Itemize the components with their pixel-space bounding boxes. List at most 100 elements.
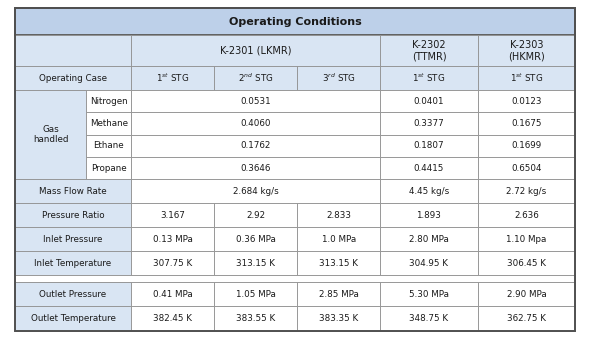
Text: Inlet Pressure: Inlet Pressure <box>43 235 103 244</box>
Text: 0.1762: 0.1762 <box>241 141 271 150</box>
Text: 0.36 MPa: 0.36 MPa <box>236 235 276 244</box>
Bar <box>15 306 132 331</box>
Text: 0.1699: 0.1699 <box>512 141 542 150</box>
Text: Ethane: Ethane <box>94 141 124 150</box>
Text: K-2303
(HKMR): K-2303 (HKMR) <box>508 40 545 61</box>
Text: 2.90 MPa: 2.90 MPa <box>507 290 546 299</box>
Bar <box>478 66 575 90</box>
Bar <box>132 227 214 251</box>
Text: 0.41 MPa: 0.41 MPa <box>153 290 193 299</box>
Bar <box>87 113 132 135</box>
Text: 0.1675: 0.1675 <box>512 119 542 128</box>
Text: K-2302
(TTMR): K-2302 (TTMR) <box>412 40 446 61</box>
Text: 0.13 MPa: 0.13 MPa <box>153 235 193 244</box>
Text: 0.4060: 0.4060 <box>241 119 271 128</box>
Bar <box>132 90 380 113</box>
Bar <box>380 90 478 113</box>
Bar <box>478 113 575 135</box>
Bar <box>297 66 380 90</box>
Text: 1$^{st}$ STG: 1$^{st}$ STG <box>156 72 189 84</box>
Text: 313.15 K: 313.15 K <box>319 259 358 268</box>
Bar <box>297 203 380 227</box>
Text: 383.35 K: 383.35 K <box>319 314 358 323</box>
Text: Inlet Temperature: Inlet Temperature <box>34 259 112 268</box>
Text: 2.80 MPa: 2.80 MPa <box>409 235 449 244</box>
Bar <box>87 135 132 157</box>
Bar <box>214 282 297 306</box>
Bar <box>132 306 214 331</box>
Text: 2.85 MPa: 2.85 MPa <box>319 290 359 299</box>
Text: Pressure Ratio: Pressure Ratio <box>42 211 104 220</box>
Text: K-2301 (LKMR): K-2301 (LKMR) <box>220 45 291 56</box>
Text: 1$^{st}$ STG: 1$^{st}$ STG <box>510 72 543 84</box>
Bar <box>478 306 575 331</box>
Bar <box>87 90 132 113</box>
Text: 1.10 Mpa: 1.10 Mpa <box>506 235 547 244</box>
Bar <box>132 203 214 227</box>
Bar <box>380 135 478 157</box>
Text: 348.75 K: 348.75 K <box>409 314 448 323</box>
Text: 1.893: 1.893 <box>417 211 441 220</box>
Text: 1$^{st}$ STG: 1$^{st}$ STG <box>412 72 445 84</box>
Text: 307.75 K: 307.75 K <box>153 259 192 268</box>
Text: 3$^{rd}$ STG: 3$^{rd}$ STG <box>322 72 356 84</box>
Text: 3.167: 3.167 <box>160 211 185 220</box>
Text: Operating Conditions: Operating Conditions <box>229 17 361 26</box>
Text: Methane: Methane <box>90 119 128 128</box>
Bar <box>478 203 575 227</box>
Text: 0.3646: 0.3646 <box>241 164 271 173</box>
Text: Propane: Propane <box>91 164 127 173</box>
Bar <box>15 227 132 251</box>
Text: 383.55 K: 383.55 K <box>236 314 276 323</box>
Text: 0.4415: 0.4415 <box>414 164 444 173</box>
Text: 4.45 kg/s: 4.45 kg/s <box>409 187 449 196</box>
Bar <box>132 66 214 90</box>
Text: Outlet Pressure: Outlet Pressure <box>40 290 107 299</box>
Bar <box>15 282 132 306</box>
Text: 2.72 kg/s: 2.72 kg/s <box>506 187 546 196</box>
Bar <box>380 66 478 90</box>
Text: 362.75 K: 362.75 K <box>507 314 546 323</box>
Bar <box>132 179 380 203</box>
Bar <box>478 90 575 113</box>
Bar <box>15 179 132 203</box>
Text: 0.0531: 0.0531 <box>241 97 271 106</box>
Bar <box>132 251 214 275</box>
Bar <box>214 66 297 90</box>
Bar <box>380 227 478 251</box>
Text: Outlet Temperature: Outlet Temperature <box>31 314 116 323</box>
Bar <box>478 282 575 306</box>
Bar <box>297 227 380 251</box>
Bar <box>380 157 478 179</box>
Bar <box>15 35 132 66</box>
Bar <box>132 135 380 157</box>
Bar <box>214 203 297 227</box>
Bar <box>15 203 132 227</box>
Bar <box>15 8 575 35</box>
Bar <box>214 306 297 331</box>
Text: 2.92: 2.92 <box>246 211 266 220</box>
Text: Operating Case: Operating Case <box>39 74 107 83</box>
Bar <box>380 113 478 135</box>
Bar <box>478 251 575 275</box>
Bar <box>15 66 132 90</box>
Text: 5.30 MPa: 5.30 MPa <box>409 290 449 299</box>
Bar <box>380 35 478 66</box>
Text: Nitrogen: Nitrogen <box>90 97 127 106</box>
Text: 0.0123: 0.0123 <box>512 97 542 106</box>
Bar <box>478 227 575 251</box>
Text: 2$^{nd}$ STG: 2$^{nd}$ STG <box>238 72 274 84</box>
Bar <box>478 157 575 179</box>
Bar <box>15 90 87 179</box>
Bar <box>297 306 380 331</box>
Text: 0.0401: 0.0401 <box>414 97 444 106</box>
Bar <box>132 282 214 306</box>
Bar <box>87 157 132 179</box>
Bar <box>380 203 478 227</box>
Text: 2.684 kg/s: 2.684 kg/s <box>233 187 278 196</box>
Bar <box>380 179 478 203</box>
Text: 2.833: 2.833 <box>326 211 351 220</box>
Text: 2.636: 2.636 <box>514 211 539 220</box>
Bar <box>214 251 297 275</box>
Bar <box>478 179 575 203</box>
